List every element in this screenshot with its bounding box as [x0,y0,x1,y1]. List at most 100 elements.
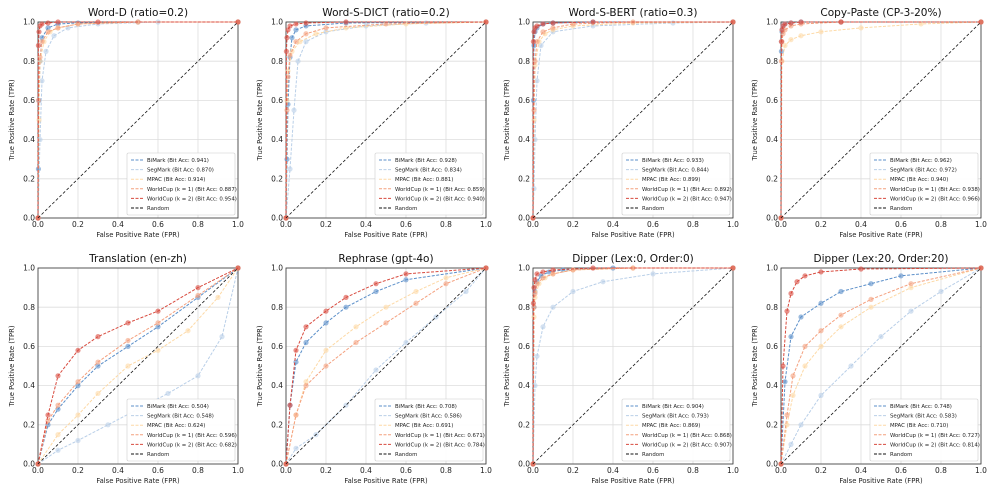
series-layer [283,265,489,467]
data-point-worldcup-k1 [45,29,51,35]
data-point-worldcup-k1 [75,379,81,385]
data-point-worldcup-k1 [353,339,359,346]
data-point-bimark [403,277,409,283]
data-point-mpac [858,25,864,31]
legend: BiMark (Bit Acc: 0.962) SegMark (Bit Acc:… [869,152,980,216]
series-line-random [285,267,487,465]
legend-label-mpac: MPAC (Bit Acc: 0.869) [642,423,700,429]
legend-label-segmark: SegMark (Bit Acc: 0.793) [642,414,709,420]
series-line-worldcup-k2 [285,267,487,465]
data-point-mpac [868,304,874,310]
data-point-mpac [802,363,808,369]
data-point-worldcup-k2 [403,271,409,277]
x-tick-label: 0.4 [112,220,124,229]
data-point-segmark [293,445,299,451]
plot-frame [37,267,239,465]
data-point-worldcup-k1 [75,21,81,27]
y-axis-label: True Positive Rate (TPR) [751,325,759,407]
data-point-mpac [443,275,449,281]
data-point-mpac [185,328,191,334]
legend-label-worldcup-k2: WorldCup (k = 2) (Bit Acc: 0.947) [642,196,732,202]
data-point-mpac [918,21,924,27]
x-tick-label: 0.2 [815,220,827,229]
legend-label-random: Random [642,206,664,212]
y-tick-label: 0.6 [766,342,778,351]
y-tick-label: 0.6 [271,96,283,105]
data-point-mpac [383,304,389,310]
y-tick-label: 1.0 [766,264,778,273]
roc-panel-4: 0.0 0.2 0.4 0.6 0.8 1.0 0.0 0.2 0.4 0.6 0.8 1.0 Copy… [751,7,987,239]
legend-label-worldcup-k2: WorldCup (k = 2) (Bit Acc: 0.814) [890,442,980,448]
chart-title: Rephrase (gpt-4o) [338,253,433,265]
data-point-worldcup-k2 [590,265,596,271]
data-point-segmark [848,363,854,369]
legend-label-bimark: BiMark (Bit Acc: 0.933) [642,158,704,164]
x-tick-label: 0.2 [567,466,579,475]
y-tick-label: 0.6 [518,96,530,105]
legend: BiMark (Bit Acc: 0.904) SegMark (Bit Acc:… [621,398,732,462]
data-point-worldcup-k2 [287,23,293,29]
data-point-bimark [155,324,161,330]
data-point-segmark [570,288,576,295]
legend: BiMark (Bit Acc: 0.933) SegMark (Bit Acc:… [621,152,732,216]
series-line-worldcup-k1 [37,21,238,219]
y-tick-label: 1.0 [518,18,530,27]
data-point-worldcup-k1 [383,21,389,27]
data-point-segmark [75,437,81,444]
y-tick-label: 0.4 [23,135,35,144]
x-axis-label: False Positive Rate (FPR) [839,231,923,239]
data-point-mpac [313,31,319,37]
x-tick-label: 0.0 [775,466,787,475]
x-tick-label: 0.8 [440,466,452,475]
x-tick-label: 0.8 [687,466,699,475]
legend-label-worldcup-k2: WorldCup (k = 2) (Bit Acc: 0.940) [395,196,485,202]
legend-label-bimark: BiMark (Bit Acc: 0.941) [147,158,209,164]
y-tick-label: 1.0 [271,264,283,273]
y-tick-label: 0.4 [23,381,35,390]
data-point-segmark [534,78,540,84]
data-point-worldcup-k1 [95,359,101,365]
data-point-mpac [403,21,409,27]
data-point-mpac [818,343,824,349]
data-point-segmark [105,422,111,428]
data-point-worldcup-k1 [802,343,808,349]
data-point-worldcup-k2 [283,48,289,55]
series-line-worldcup-k2 [532,21,733,219]
series-line-worldcup-k2 [37,267,239,465]
x-tick-label: 0.2 [72,466,84,475]
series-line-worldcup-k1 [780,267,982,465]
x-tick-label: 0.6 [895,466,907,475]
data-point-bimark [531,42,537,49]
data-point-worldcup-k2 [540,21,546,27]
data-point-worldcup-k1 [570,267,576,273]
data-point-segmark [287,166,293,172]
data-point-worldcup-k1 [323,363,329,369]
roc-panel-8: 0.0 0.2 0.4 0.6 0.8 1.0 0.0 0.2 0.4 0.6 0.8 1.0 Dipp… [751,253,987,485]
data-point-segmark [403,339,409,346]
y-axis-label: True Positive Rate (TPR) [503,79,511,161]
series-layer [35,19,241,221]
data-point-segmark [303,39,309,45]
data-point-worldcup-k2 [802,273,808,279]
x-tick-label: 0.8 [192,220,204,229]
data-point-segmark [51,33,57,39]
data-point-worldcup-k2 [778,39,785,45]
data-point-mpac [782,42,788,49]
data-point-bimark [373,288,379,295]
x-tick-label: 0.6 [400,220,412,229]
data-point-worldcup-k1 [303,31,309,37]
data-point-worldcup-k1 [531,304,537,310]
data-point-worldcup-k2 [293,21,299,27]
x-axis-label: False Positive Rate (FPR) [96,477,180,485]
data-point-worldcup-k2 [45,20,51,26]
legend: BiMark (Bit Acc: 0.708) SegMark (Bit Acc:… [374,398,485,462]
data-point-worldcup-k1 [908,281,914,287]
data-point-worldcup-k1 [55,402,61,408]
y-tick-label: 0.0 [271,460,283,469]
x-tick-label: 0.6 [152,466,164,475]
data-point-worldcup-k2 [531,285,537,291]
x-tick-label: 1.0 [232,220,244,229]
y-tick-label: 0.8 [766,57,778,66]
data-point-bimark [818,300,824,306]
x-tick-label: 1.0 [727,220,739,229]
